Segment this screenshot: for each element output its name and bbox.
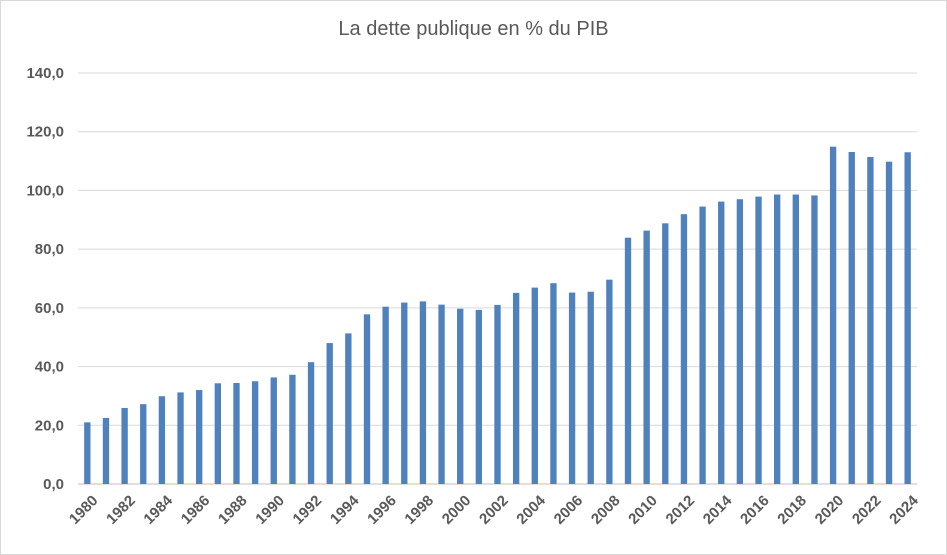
bar-1982: [121, 407, 128, 484]
bar-1989: [251, 381, 259, 484]
y-tick-label: 0,0: [43, 476, 64, 493]
x-tick-label: 2022: [849, 492, 885, 528]
y-axis-ticks: 0,0 20,0 40,0 60,0 80,0 100,0 120,0 140,0: [26, 65, 64, 493]
x-axis-ticks: 1980 1982 1984 1986 1988 1990 1992 1994 1996 1998…: [66, 492, 922, 528]
x-tick-label: 2010: [625, 492, 661, 528]
bar-1986: [196, 390, 203, 484]
y-tick-label: 140,0: [26, 65, 64, 82]
x-tick-label: 1982: [103, 492, 139, 528]
bar-1994: [345, 333, 352, 484]
x-tick-label: 1990: [252, 492, 288, 528]
bar-1988: [233, 383, 240, 484]
bar-1984: [158, 396, 166, 484]
x-tick-label: 1998: [401, 492, 437, 528]
bar-1998: [419, 301, 427, 484]
y-tick-label: 100,0: [26, 182, 64, 199]
x-tick-label: 1992: [290, 492, 326, 528]
bar-2010: [643, 230, 650, 484]
bar-2024: [904, 152, 911, 484]
bar-2019: [811, 195, 818, 484]
x-tick-label: 2004: [513, 492, 549, 528]
bar-1983: [140, 404, 147, 484]
y-tick-label: 120,0: [26, 124, 64, 141]
bar-1992: [307, 362, 315, 484]
bar-2020: [829, 146, 837, 484]
y-tick-label: 40,0: [35, 359, 64, 376]
bar-2017: [773, 194, 781, 484]
bar-2009: [624, 237, 632, 484]
x-tick-label: 2014: [700, 492, 736, 528]
y-tick-label: 80,0: [35, 241, 64, 258]
x-tick-label: 2020: [812, 492, 848, 528]
bar-2005: [550, 283, 557, 484]
bar-1991: [289, 374, 296, 484]
y-tick-label: 20,0: [35, 417, 64, 434]
x-tick-label: 2024: [886, 492, 922, 528]
bar-1981: [102, 417, 110, 484]
bar-2022: [867, 156, 874, 484]
x-tick-label: 2002: [476, 492, 512, 528]
bar-1995: [363, 314, 371, 484]
bar-1997: [401, 302, 408, 484]
bar-2002: [494, 304, 501, 484]
bar-2000: [457, 308, 464, 484]
bar-1990: [270, 377, 277, 484]
bar-2001: [475, 309, 483, 484]
bar-1999: [438, 304, 445, 484]
bar-2015: [736, 199, 744, 484]
x-tick-label: 1996: [364, 492, 400, 528]
bars: [84, 146, 911, 485]
y-tick-label: 60,0: [35, 300, 64, 317]
bar-1993: [326, 343, 333, 484]
x-tick-label: 1994: [327, 492, 363, 528]
x-tick-label: 1984: [140, 492, 176, 528]
bar-2007: [587, 291, 594, 484]
bar-2004: [531, 287, 538, 484]
x-tick-label: 2012: [663, 492, 699, 528]
x-tick-label: 2000: [439, 492, 475, 528]
bar-2003: [512, 292, 520, 484]
bar-1987: [214, 383, 222, 484]
x-tick-label: 2008: [588, 492, 624, 528]
x-tick-label: 1988: [215, 492, 251, 528]
bar-2013: [699, 206, 706, 484]
bar-2023: [885, 161, 893, 484]
bar-2021: [848, 151, 855, 485]
bar-2011: [662, 223, 669, 484]
x-tick-label: 1980: [66, 492, 102, 528]
x-tick-label: 2016: [737, 492, 773, 528]
bar-2006: [568, 292, 576, 484]
chart-title: La dette publique en % du PIB: [338, 18, 609, 40]
bar-2008: [606, 279, 613, 484]
bar-2016: [755, 196, 762, 484]
bar-2012: [680, 214, 688, 484]
x-tick-label: 1986: [178, 492, 214, 528]
bar-1996: [382, 306, 389, 484]
bar-1985: [177, 392, 184, 484]
bar-2014: [718, 201, 725, 484]
bar-1980: [84, 422, 91, 484]
bar-2018: [792, 194, 799, 484]
x-tick-label: 2006: [551, 492, 587, 528]
x-tick-label: 2018: [774, 492, 810, 528]
